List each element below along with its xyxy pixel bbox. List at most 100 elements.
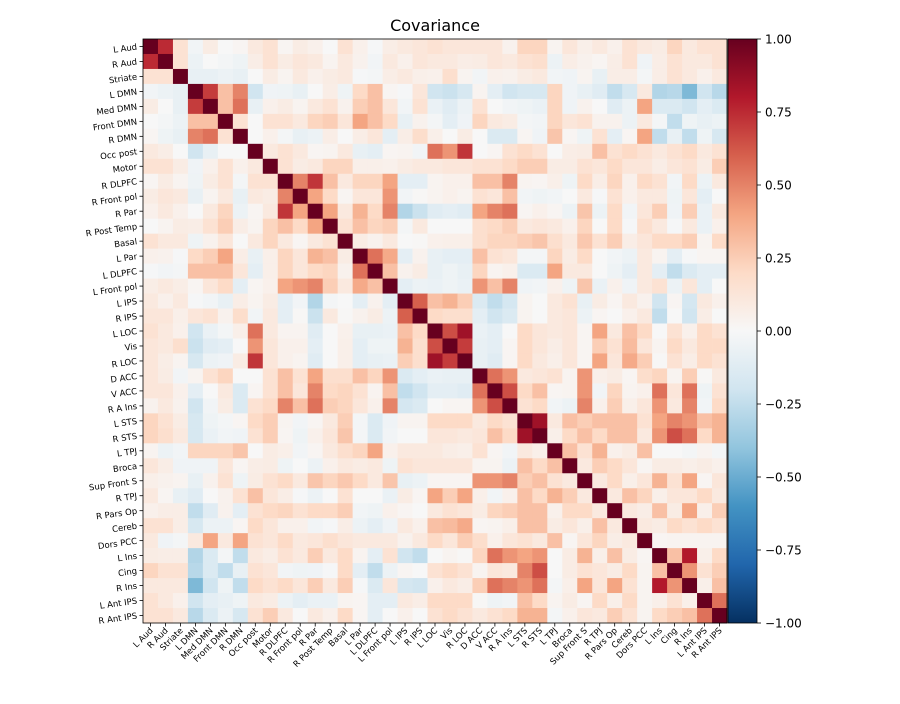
heatmap-cell	[352, 68, 369, 85]
heatmap-cell	[217, 188, 234, 205]
heatmap-cell	[502, 548, 518, 564]
heatmap-cell	[457, 263, 473, 279]
heatmap-cell	[322, 488, 339, 504]
heatmap-cell	[352, 398, 369, 414]
heatmap-cell	[292, 203, 309, 220]
heatmap-cell	[247, 488, 264, 504]
heatmap-cell	[712, 533, 728, 549]
heatmap-cell	[427, 83, 443, 100]
heatmap-cell	[307, 323, 324, 339]
heatmap-cell	[547, 383, 563, 399]
heatmap-cell	[352, 443, 369, 459]
heatmap-cell	[232, 293, 249, 309]
heatmap-cell	[412, 39, 428, 55]
heatmap-cell	[292, 263, 309, 279]
heatmap-cell	[502, 368, 518, 384]
y-tick-label: L Par	[116, 252, 139, 265]
heatmap-cell	[547, 518, 563, 534]
heatmap-cell	[547, 188, 563, 205]
heatmap-cell	[652, 143, 668, 160]
heatmap-cell	[547, 293, 563, 309]
colorbar-tick-label: 0.00	[765, 325, 792, 339]
heatmap-cell	[472, 593, 488, 609]
heatmap-cell	[172, 488, 189, 504]
heatmap-cell	[502, 443, 518, 459]
heatmap-cell	[592, 503, 608, 519]
heatmap-cell	[143, 128, 159, 145]
heatmap-cell	[397, 563, 413, 579]
heatmap-cell	[712, 68, 728, 85]
heatmap-cell	[457, 293, 473, 309]
heatmap-cell	[607, 593, 623, 609]
heatmap-cell	[697, 278, 713, 294]
heatmap-cell	[352, 578, 369, 594]
heatmap-cell	[292, 158, 309, 175]
heatmap-cell	[472, 68, 488, 85]
heatmap-cell	[143, 293, 159, 309]
colorbar-tick-label: −0.50	[765, 471, 802, 485]
heatmap-cell	[532, 53, 548, 70]
heatmap-cell	[157, 293, 174, 309]
heatmap-cell	[547, 368, 563, 384]
heatmap-cell	[172, 593, 189, 609]
heatmap-cell	[143, 248, 159, 265]
heatmap-cell	[397, 548, 413, 564]
heatmap-cell	[143, 338, 159, 354]
heatmap-cell	[427, 203, 443, 220]
heatmap-cell	[637, 338, 653, 354]
heatmap-cell	[172, 578, 189, 594]
heatmap-cell	[592, 563, 608, 579]
heatmap-cell	[412, 413, 428, 429]
heatmap-cell	[697, 458, 713, 474]
heatmap-cell	[337, 608, 354, 624]
heatmap-cell	[157, 83, 174, 100]
heatmap-cell	[637, 188, 653, 205]
heatmap-cell	[637, 353, 653, 369]
heatmap-cell	[592, 158, 608, 175]
heatmap-cell	[337, 338, 354, 354]
heatmap-cell	[292, 98, 309, 115]
heatmap-cell	[457, 503, 473, 519]
heatmap-cell	[397, 338, 413, 354]
heatmap-cell	[532, 158, 548, 175]
heatmap-cell	[442, 143, 458, 160]
heatmap-cell	[442, 248, 458, 265]
heatmap-cell	[562, 143, 578, 160]
heatmap-cell	[352, 428, 369, 444]
heatmap-cell	[217, 338, 234, 354]
heatmap-cell	[502, 53, 518, 70]
heatmap-cell	[562, 593, 578, 609]
heatmap-cell	[187, 83, 204, 100]
heatmap-cell	[562, 608, 578, 624]
heatmap-cell	[292, 218, 309, 235]
heatmap-cell	[352, 248, 369, 265]
heatmap-cell	[367, 578, 383, 594]
heatmap-cell	[562, 533, 578, 549]
heatmap-cell	[397, 53, 413, 70]
heatmap-cell	[352, 158, 369, 175]
heatmap-cell	[247, 368, 264, 384]
heatmap-cell	[187, 443, 204, 459]
heatmap-cell	[187, 578, 204, 594]
heatmap-cell	[682, 173, 698, 190]
heatmap-cell	[667, 218, 683, 235]
heatmap-cell	[697, 263, 713, 279]
heatmap-cell	[517, 473, 533, 489]
heatmap-cell	[712, 158, 728, 175]
heatmap-cell	[277, 263, 294, 279]
heatmap-cell	[367, 323, 383, 339]
heatmap-cell	[307, 398, 324, 414]
heatmap-cell	[682, 188, 698, 205]
heatmap-cell	[457, 398, 473, 414]
heatmap-cell	[322, 413, 339, 429]
heatmap-cell	[187, 113, 204, 130]
heatmap-cell	[352, 458, 369, 474]
heatmap-cell	[637, 458, 653, 474]
heatmap-cell	[382, 53, 398, 70]
heatmap-cell	[697, 533, 713, 549]
heatmap-cell	[262, 98, 279, 115]
heatmap-cell	[682, 563, 698, 579]
heatmap-cell	[577, 413, 593, 429]
heatmap-cell	[157, 383, 174, 399]
heatmap-cell	[202, 428, 219, 444]
